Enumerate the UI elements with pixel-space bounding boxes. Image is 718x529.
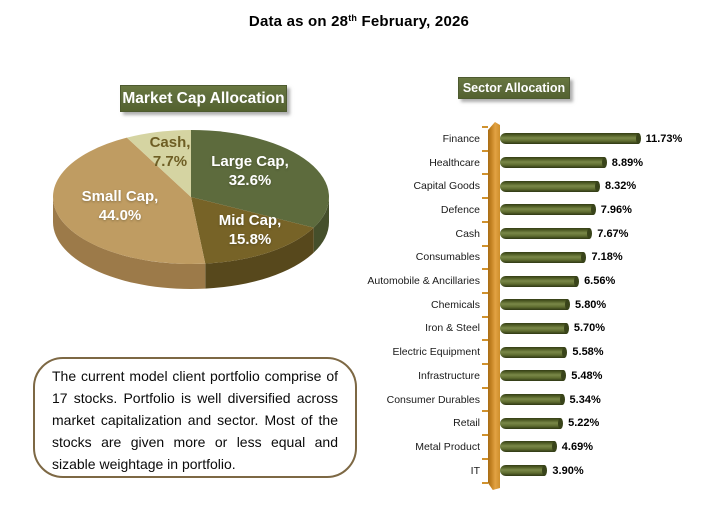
sector-row: Cash 7.67% [352,222,714,246]
sector-bar [500,251,587,263]
sector-row: Consumables 7.18% [352,246,714,270]
sector-label: Consumables [415,251,480,264]
axis-tick [482,315,488,318]
axis-tick [482,339,488,342]
axis-tick [482,457,488,460]
axis-tick [482,291,488,294]
sector-bar-chart: Finance 11.73% Healthcare 8.89% Capital Good… [352,120,714,500]
axis-tick [482,149,488,152]
sector-row: IT 3.90% [352,459,714,483]
sector-value: 6.56% [584,275,616,288]
sector-value: 5.70% [573,322,606,335]
axis-tick [482,244,488,247]
sector-bar [500,157,607,169]
sector-value: 4.69% [561,440,593,453]
sector-row: Healthcare 8.89% [352,151,714,175]
sector-allocation-header: Sector Allocation [458,77,570,99]
sector-bar [500,228,593,240]
sector-label: Finance [442,132,480,145]
sector-value: 5.58% [572,346,604,359]
sector-label: Automobile & Ancillaries [367,275,480,288]
sector-value: 5.48% [571,369,603,382]
sector-bar [500,299,571,311]
sector-label: Infrastructure [418,369,480,382]
sector-value: 11.73% [645,132,683,145]
sector-row: Retail 5.22% [352,411,714,435]
sector-row: Defence 7.96% [352,198,714,222]
sector-row: Chemicals 5.80% [352,293,714,317]
sector-label: Electric Equipment [392,346,480,359]
sector-row: Finance 11.73% [352,127,714,151]
axis-tick [482,220,488,223]
sector-value: 5.22% [568,417,600,430]
axis-tick [482,197,488,200]
sector-row: Iron & Steel 5.70% [352,317,714,341]
sector-label: Consumer Durables [386,393,480,406]
market-cap-pie-chart [52,130,329,289]
pie-label-cash: Cash, 7.7% [149,134,191,170]
sector-row: Automobile & Ancillaries 6.56% [352,269,714,293]
axis-tick [482,410,488,413]
pie-label-large-cap: Large Cap, 32.6% [211,153,289,189]
sector-row: Metal Product 4.69% [352,435,714,459]
sector-label: Defence [440,203,480,216]
sector-bar [500,441,557,453]
sector-value: 5.34% [569,393,601,406]
sector-bar [500,275,580,287]
sector-row: Consumer Durables 5.34% [352,388,714,412]
pie-label-mid-cap: Mid Cap, 15.8% [218,212,282,248]
sector-label: Cash [455,227,480,240]
axis-tick [482,481,488,484]
sector-value: 7.96% [600,203,632,216]
pie-label-small-cap: Small Cap, 44.0% [81,188,159,224]
sector-row: Electric Equipment 5.58% [352,340,714,364]
sector-label: IT [470,464,480,477]
sector-bar [500,417,564,429]
bar-chart-axis [488,122,500,490]
axis-tick [482,434,488,437]
sector-bar [500,394,565,406]
axis-tick [482,386,488,389]
sector-label: Iron & Steel [425,322,480,335]
sector-value: 8.89% [611,156,643,169]
sector-label: Chemicals [430,298,480,311]
sector-label: Metal Product [415,440,480,453]
sector-label: Retail [453,417,480,430]
title-prefix: Data as on 28 [248,13,349,30]
sector-bar [500,180,600,192]
portfolio-note: The current model client portfolio compr… [33,357,357,478]
axis-tick [482,363,488,365]
sector-value: 7.18% [591,251,623,264]
sector-value: 7.67% [597,227,629,240]
sector-value: 3.90% [552,464,584,477]
title-ordinal-superscript: th [348,13,358,23]
sector-value: 8.32% [605,180,637,193]
sector-bar [500,204,596,216]
sector-label: Capital Goods [413,180,480,193]
sector-bar [500,346,568,358]
sector-bar [500,133,641,145]
page-title: Data as on 28th February, 2026 [0,13,718,30]
sector-label: Healthcare [429,156,480,169]
sector-value: 5.80% [575,298,607,311]
market-cap-allocation-header: Market Cap Allocation [120,85,287,112]
sector-bar [500,322,569,334]
axis-tick [482,268,488,271]
sector-row: Infrastructure 5.48% [352,364,714,388]
sector-bar [500,370,567,382]
title-suffix: February, 2026 [357,13,470,30]
sector-row: Capital Goods 8.32% [352,174,714,198]
sector-bar [500,465,548,477]
axis-tick [482,173,488,176]
axis-tick [482,126,488,128]
